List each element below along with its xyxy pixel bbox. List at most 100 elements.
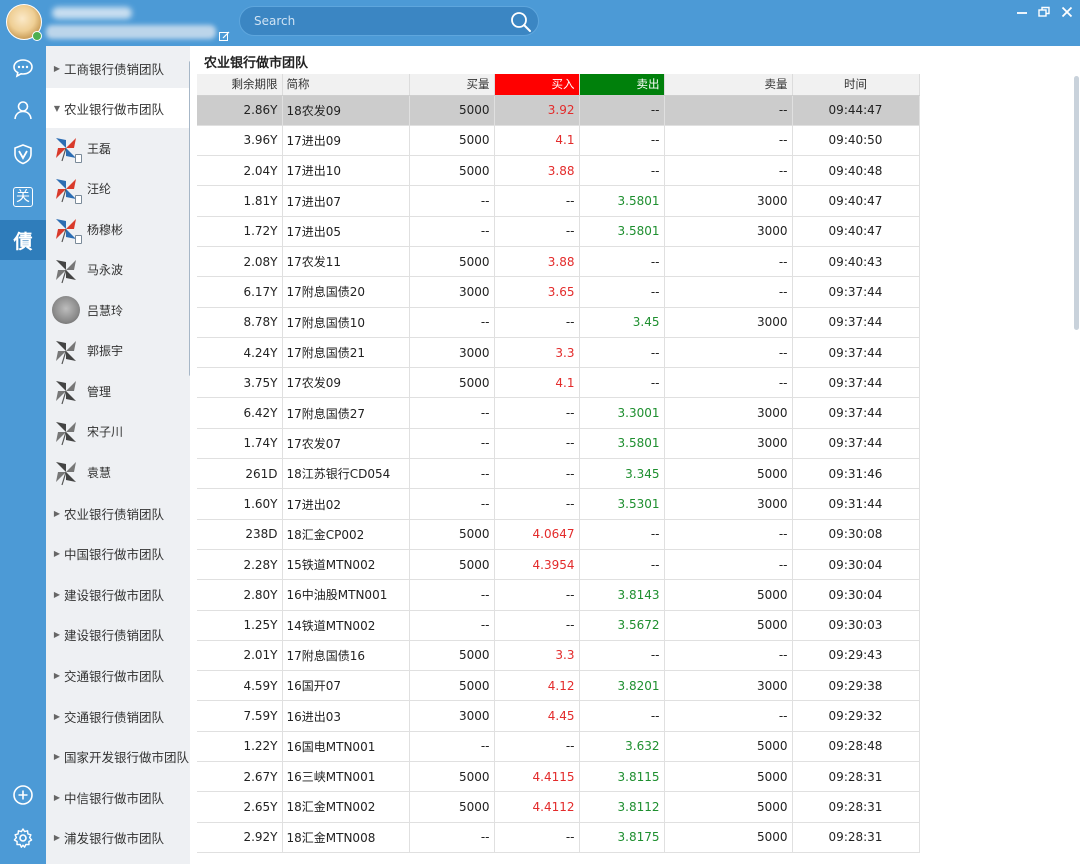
col-header-offer[interactable]: 卖出 [579,74,665,96]
user-avatar[interactable] [6,4,42,40]
table-row[interactable]: 1.25Y 14铁道MTN002 -- -- 3.5672 5000 09:30:03 [197,610,920,641]
col-header-bid-volume[interactable]: 买量 [409,74,495,96]
minimize-icon[interactable] [1012,2,1032,22]
cell-remaining-term: 2.28Y [197,549,283,581]
contact-item[interactable]: 管理 [46,371,190,411]
nav-shield[interactable] [0,134,46,174]
cell-offer: 3.5801 [579,185,665,217]
table-row[interactable]: 6.17Y 17附息国债20 3000 3.65 -- -- 09:37:44 [197,276,920,308]
table-row[interactable]: 1.72Y 17进出05 -- -- 3.5801 3000 09:40:47 [197,216,920,247]
table-row[interactable]: 2.08Y 17农发11 5000 3.88 -- -- 09:40:43 [197,246,920,278]
table-row[interactable]: 4.24Y 17附息国债21 3000 3.3 -- -- 09:37:44 [197,337,920,369]
cell-short-name: 17进出10 [282,155,410,187]
contact-item[interactable]: 王磊 [46,128,190,168]
contact-item[interactable]: 杨穆彬 [46,209,190,249]
chevron-right-icon: ▶ [53,711,61,721]
col-header-offer-volume[interactable]: 卖量 [664,74,793,96]
nav-add[interactable] [0,775,46,815]
group-item[interactable]: ▶ 交通银行做市团队 [46,655,190,695]
cell-offer-volume: -- [664,155,793,187]
table-row[interactable]: 1.74Y 17农发07 -- -- 3.5801 3000 09:37:44 [197,428,920,460]
table-scrollbar[interactable] [1074,76,1079,330]
col-header-remaining-term[interactable]: 剩余期限 [197,74,283,96]
table-row[interactable]: 2.80Y 16中油股MTN001 -- -- 3.8143 5000 09:30:04 [197,579,920,611]
search-input[interactable] [254,7,504,35]
cell-time: 09:30:03 [792,610,920,641]
search-icon[interactable] [510,11,532,33]
pinwheel-avatar-icon [52,215,82,244]
group-item[interactable]: ▶ 建设银行债销团队 [46,615,190,655]
cell-time: 09:37:44 [792,276,920,308]
table-row[interactable]: 2.86Y 18农发09 5000 3.92 -- -- 09:44:47 [197,95,920,126]
restore-icon[interactable] [1034,2,1054,22]
cell-short-name: 17农发07 [282,428,410,460]
table-row[interactable]: 3.96Y 17进出09 5000 4.1 -- -- 09:40:50 [197,125,920,157]
contact-item[interactable]: 宋子川 [46,412,190,452]
group-item[interactable]: ▶ 中信银行做市团队 [46,777,190,817]
cell-bid-volume: -- [409,428,495,460]
col-header-bid[interactable]: 买入 [494,74,580,96]
col-header-time[interactable]: 时间 [792,74,920,96]
cell-short-name: 18汇金CP002 [282,519,410,550]
cell-bid: 3.65 [494,276,580,308]
cell-bid-volume: 5000 [409,640,495,672]
cell-offer: -- [579,640,665,672]
table-row[interactable]: 238D 18汇金CP002 5000 4.0647 -- -- 09:30:08 [197,519,920,550]
group-item[interactable]: ▶ 中国银行做市团队 [46,534,190,574]
nav-zhai[interactable]: 債 [0,220,46,260]
table-row[interactable]: 1.22Y 16国电MTN001 -- -- 3.632 5000 09:28:48 [197,731,920,763]
table-row[interactable]: 2.67Y 16三峡MTN001 5000 4.4115 3.8115 5000 09:28… [197,761,920,793]
cell-short-name: 17附息国债20 [282,276,410,308]
cell-remaining-term: 8.78Y [197,307,283,338]
table-row[interactable]: 2.92Y 18汇金MTN008 -- -- 3.8175 5000 09:28:31 [197,822,920,853]
cell-bid: -- [494,185,580,217]
contact-item[interactable]: 郭振宇 [46,331,190,371]
cell-bid-volume: -- [409,307,495,338]
group-item[interactable]: ▶ 交通银行债销团队 [46,696,190,736]
group-item[interactable]: ▶ 浦发银行做市团队 [46,818,190,858]
nav-chat[interactable] [0,48,46,88]
cell-offer-volume: 3000 [664,397,793,429]
col-header-short-name[interactable]: 简称 [282,74,410,96]
cell-offer: 3.5801 [579,428,665,460]
group-item[interactable]: ▶ 工商银行债销团队 [46,48,190,88]
table-row[interactable]: 1.60Y 17进出02 -- -- 3.5301 3000 09:31:44 [197,488,920,520]
table-row[interactable]: 8.78Y 17附息国债10 -- -- 3.45 3000 09:37:44 [197,307,920,338]
table-row[interactable]: 2.28Y 15铁道MTN002 5000 4.3954 -- -- 09:30:04 [197,549,920,581]
group-item-expanded[interactable]: ▼ 农业银行做市团队 [46,88,190,128]
cell-time: 09:40:47 [792,216,920,247]
page-title: 农业银行做市团队 [204,56,309,71]
cell-short-name: 14铁道MTN002 [282,610,410,641]
cell-bid-volume: 5000 [409,519,495,550]
nav-contacts[interactable] [0,90,46,130]
table-row[interactable]: 2.65Y 18汇金MTN002 5000 4.4112 3.8112 5000 09:28… [197,791,920,823]
cell-remaining-term: 2.86Y [197,95,283,126]
table-row[interactable]: 3.75Y 17农发09 5000 4.1 -- -- 09:37:44 [197,367,920,399]
cell-offer-volume: -- [664,519,793,550]
add-icon [13,785,33,805]
group-item[interactable]: ▶ 农业银行债销团队 [46,493,190,533]
cell-time: 09:37:44 [792,307,920,338]
contact-item[interactable]: 吕慧玲 [46,290,190,330]
close-icon[interactable] [1057,2,1077,22]
cell-offer: 3.45 [579,307,665,338]
chevron-right-icon: ▶ [53,670,61,680]
table-row[interactable]: 2.04Y 17进出10 5000 3.88 -- -- 09:40:48 [197,155,920,187]
contact-item[interactable]: 汪纶 [46,169,190,209]
table-row[interactable]: 1.81Y 17进出07 -- -- 3.5801 3000 09:40:47 [197,185,920,217]
cell-remaining-term: 2.04Y [197,155,283,187]
table-row[interactable]: 2.01Y 17附息国债16 5000 3.3 -- -- 09:29:43 [197,640,920,672]
contact-item[interactable]: 袁慧 [46,452,190,492]
table-row[interactable]: 4.59Y 16国开07 5000 4.12 3.8201 3000 09:29:38 [197,670,920,702]
table-row[interactable]: 6.42Y 17附息国债27 -- -- 3.3001 3000 09:37:44 [197,397,920,429]
edit-profile-icon[interactable] [219,27,230,41]
group-item[interactable]: ▶ 建设银行做市团队 [46,574,190,614]
cell-offer-volume: -- [664,246,793,278]
table-row[interactable]: 261D 18江苏银行CD054 -- -- 3.345 5000 09:31:46 [197,458,920,490]
cell-bid: 3.3 [494,640,580,672]
nav-guan[interactable]: 关 [0,177,46,217]
table-row[interactable]: 7.59Y 16进出03 3000 4.45 -- -- 09:29:32 [197,700,920,732]
contact-item[interactable]: 马永波 [46,250,190,290]
nav-settings[interactable] [0,818,46,858]
group-item[interactable]: ▶ 国家开发银行做市团队 [46,737,190,777]
